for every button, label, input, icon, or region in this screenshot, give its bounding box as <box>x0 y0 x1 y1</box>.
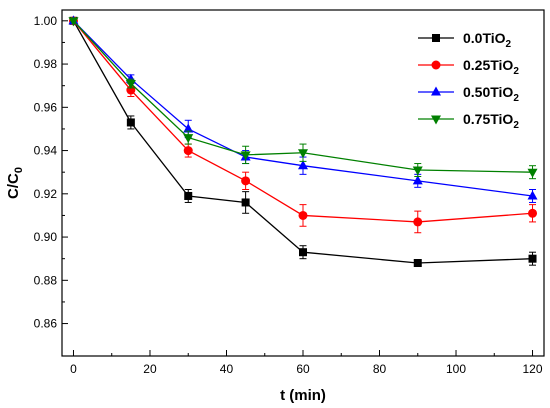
data-point-marker <box>183 123 194 133</box>
x-tick-label: 20 <box>143 362 157 376</box>
plot-area <box>68 15 538 268</box>
legend-marker <box>431 86 441 96</box>
data-point-marker <box>126 118 135 127</box>
data-point-marker <box>68 17 79 27</box>
y-tick-label: 1.00 <box>34 14 58 28</box>
series-square <box>69 16 537 268</box>
x-tick-label: 100 <box>446 362 466 376</box>
legend-marker <box>431 60 441 70</box>
axis-ticks: 0 20 40 60 80 100 120 0.86 0.88 0.90 0.92 0.94 0.96 0… <box>34 14 543 376</box>
y-tick-label: 0.92 <box>34 187 58 201</box>
data-point-marker <box>184 191 193 200</box>
data-point-marker <box>299 248 307 257</box>
legend-label-main: 0.0TiO <box>463 30 506 46</box>
legend-label: 0.75TiO2 <box>463 111 519 131</box>
y-axis-title-subscript: 0 <box>13 167 25 173</box>
series-triangle-down <box>68 17 538 180</box>
x-tick-label: 60 <box>296 362 310 376</box>
legend-label-main: 0.25TiO <box>463 57 513 73</box>
data-point-marker <box>412 175 423 185</box>
y-tick-label: 0.88 <box>34 273 58 287</box>
data-point-marker <box>241 176 251 186</box>
data-point-marker <box>298 149 308 159</box>
data-point-marker <box>527 168 538 178</box>
legend-label: 0.50TiO2 <box>463 84 519 104</box>
legend-label: 0.25TiO2 <box>463 57 519 77</box>
y-tick-label: 0.90 <box>34 230 58 244</box>
data-point-marker <box>528 208 538 218</box>
x-tick-label: 0 <box>70 362 77 376</box>
legend-entry: 0.25TiO2 <box>418 57 519 77</box>
legend-label-subscript: 2 <box>513 93 519 104</box>
legend-label-subscript: 2 <box>513 66 519 77</box>
data-point-marker <box>413 217 423 227</box>
data-point-marker <box>241 198 250 207</box>
legend-label-subscript: 2 <box>506 39 512 50</box>
data-point-marker <box>298 160 308 170</box>
data-point-marker <box>125 80 136 90</box>
data-point-marker <box>183 134 194 144</box>
x-tick-label: 120 <box>523 362 543 376</box>
data-point-marker <box>183 146 193 156</box>
y-tick-label: 0.86 <box>34 317 58 331</box>
y-axis-title-main: C/C <box>5 173 22 199</box>
x-tick-label: 80 <box>373 362 387 376</box>
data-point-marker <box>527 190 538 200</box>
legend-label-main: 0.75TiO <box>463 111 513 127</box>
x-axis-title: t (min) <box>280 387 326 404</box>
data-point-marker <box>240 151 251 161</box>
data-point-marker <box>528 254 537 263</box>
x-tick-label: 40 <box>220 362 234 376</box>
legend-label-main: 0.50TiO <box>463 84 513 100</box>
y-tick-label: 0.98 <box>34 57 58 71</box>
legend-entry: 0.0TiO2 <box>418 30 512 50</box>
data-point-marker <box>413 259 422 268</box>
y-tick-label: 0.96 <box>34 100 58 114</box>
legend-marker <box>432 34 440 42</box>
data-point-marker <box>298 210 308 220</box>
legend-label-subscript: 2 <box>513 120 519 131</box>
legend-marker <box>431 115 441 125</box>
y-tick-label: 0.94 <box>34 144 58 158</box>
y-axis-title: C/C0 <box>5 167 25 199</box>
legend-label: 0.0TiO2 <box>463 30 512 50</box>
legend-entry: 0.50TiO2 <box>418 84 519 104</box>
legend-entry: 0.75TiO2 <box>418 111 519 131</box>
data-point-marker <box>412 166 423 176</box>
